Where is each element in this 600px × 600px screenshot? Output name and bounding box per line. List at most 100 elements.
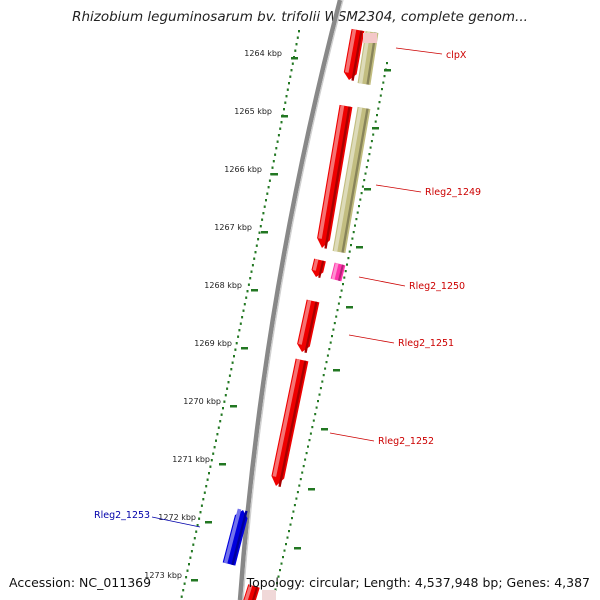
scale-dot (220, 413, 223, 416)
scale-dot (234, 348, 237, 351)
scale-dot (206, 478, 209, 481)
scale-dot (188, 563, 190, 566)
scale-tick-label: 1266 kbp (224, 165, 262, 174)
outer-scale-dot (302, 465, 305, 468)
scale-dot (215, 439, 217, 442)
scale-dot (210, 459, 213, 462)
outer-scale-tick (384, 69, 391, 72)
outer-scale-dot (279, 569, 281, 572)
scale-dot (276, 140, 279, 143)
outer-scale-dot (368, 153, 371, 156)
outer-scale-dot (342, 283, 344, 286)
outer-scale-dot (318, 393, 321, 396)
gene-Rleg2_1250-highlight (312, 258, 319, 271)
scale-dot (243, 303, 246, 306)
scale-dot (195, 530, 198, 533)
scale-dot (226, 387, 229, 390)
outer-scale-dot (361, 185, 364, 188)
scale-dot (298, 30, 300, 33)
scale-dot (265, 199, 267, 202)
scale-dot (283, 108, 285, 111)
scale-dot (268, 179, 271, 182)
gene-label[interactable]: clpX (446, 50, 467, 61)
scale-dot (253, 257, 256, 260)
scale-dot (209, 465, 212, 468)
scale-dot (193, 537, 196, 540)
scale-dot (289, 75, 292, 78)
scale-dot (202, 498, 205, 501)
scale-dot (233, 355, 235, 358)
outer-scale-dot (350, 244, 352, 247)
gene-label[interactable]: Rleg2_1249 (425, 187, 481, 198)
scale-dot (196, 524, 199, 527)
scale-dot (239, 322, 242, 325)
outer-scale-dot (383, 75, 386, 78)
leader-line (395, 47, 443, 55)
outer-scale-dot (377, 107, 380, 110)
gene-Rleg2_1251[interactable] (297, 299, 320, 354)
gene-label[interactable]: Rleg2_1250 (409, 281, 465, 292)
gene-Rleg2_1253[interactable] (222, 508, 248, 566)
scale-dot (261, 218, 264, 221)
scale-dot (238, 329, 241, 332)
genome-backbone-highlight (242, 0, 344, 600)
gene-bottom-partial[interactable] (243, 584, 260, 600)
outer-scale-tick (333, 369, 340, 372)
scale-tick-label: 1270 kbp (183, 397, 221, 406)
outer-scale-dot (370, 140, 373, 143)
outer-scale-dot (291, 517, 293, 520)
scale-tick-label: 1264 kbp (244, 49, 282, 58)
scale-dot (266, 192, 269, 195)
outer-scale-dot (346, 263, 348, 266)
cds-feature-2[interactable] (332, 106, 371, 254)
outer-scale-dot (329, 341, 332, 344)
misc-feature[interactable] (330, 262, 346, 282)
outer-scale-dots (273, 62, 388, 598)
gene-Rleg2_1249[interactable] (317, 104, 353, 249)
outer-scale-dot (364, 172, 367, 175)
outer-scale-dot (358, 205, 360, 208)
scale-dot (235, 342, 238, 345)
outer-scale-dot (312, 419, 315, 422)
outer-scale-dot (369, 146, 372, 149)
outer-scale-dot (332, 328, 335, 331)
outer-scale-dot (304, 458, 307, 461)
scale-dot (199, 511, 202, 514)
gene-Rleg2_1253-highlight (223, 508, 242, 564)
outer-scale-dot (319, 387, 322, 390)
gene-Rleg2_1250[interactable] (311, 258, 326, 279)
gene-Rleg2_1252-highlight (272, 358, 301, 477)
scale-tick-label: 1267 kbp (214, 223, 252, 232)
scale-dot (286, 88, 289, 91)
outer-scale-dot (386, 62, 388, 65)
scale-tick-label: 1265 kbp (234, 107, 272, 116)
scale-tick (241, 347, 248, 350)
outer-scale-dot (295, 497, 298, 500)
scale-dot (290, 69, 293, 72)
scale-dot (192, 543, 195, 546)
gene-Rleg2_1252[interactable] (271, 358, 309, 487)
gene-bottom-partial-highlight (244, 584, 253, 600)
leader-line (358, 276, 406, 287)
outer-scale-tick (356, 246, 363, 249)
gene-clpX[interactable] (343, 28, 365, 81)
outer-scale-dot (299, 478, 302, 481)
outer-scale-dot (378, 101, 381, 104)
gene-label[interactable]: Rleg2_1252 (378, 436, 434, 447)
gene-label[interactable]: Rleg2_1251 (398, 338, 454, 349)
outer-scale-dot (315, 406, 318, 409)
scale-dot (251, 264, 254, 267)
outer-scale-tick (308, 488, 315, 491)
scale-tick-label: 1272 kbp (158, 513, 196, 522)
outer-scale-dot (280, 562, 283, 565)
bottom-cap (262, 590, 276, 600)
gene-Rleg2_1249-highlight (318, 105, 345, 239)
gene-Rleg2_1250-shadow (318, 260, 325, 279)
misc-feature-highlight (331, 262, 339, 280)
scale-dot (262, 212, 265, 215)
scale-dot (237, 335, 240, 338)
gene-label[interactable]: Rleg2_1253 (94, 510, 150, 521)
scale-dot (183, 582, 186, 585)
scale-tick-label: 1268 kbp (204, 281, 242, 290)
